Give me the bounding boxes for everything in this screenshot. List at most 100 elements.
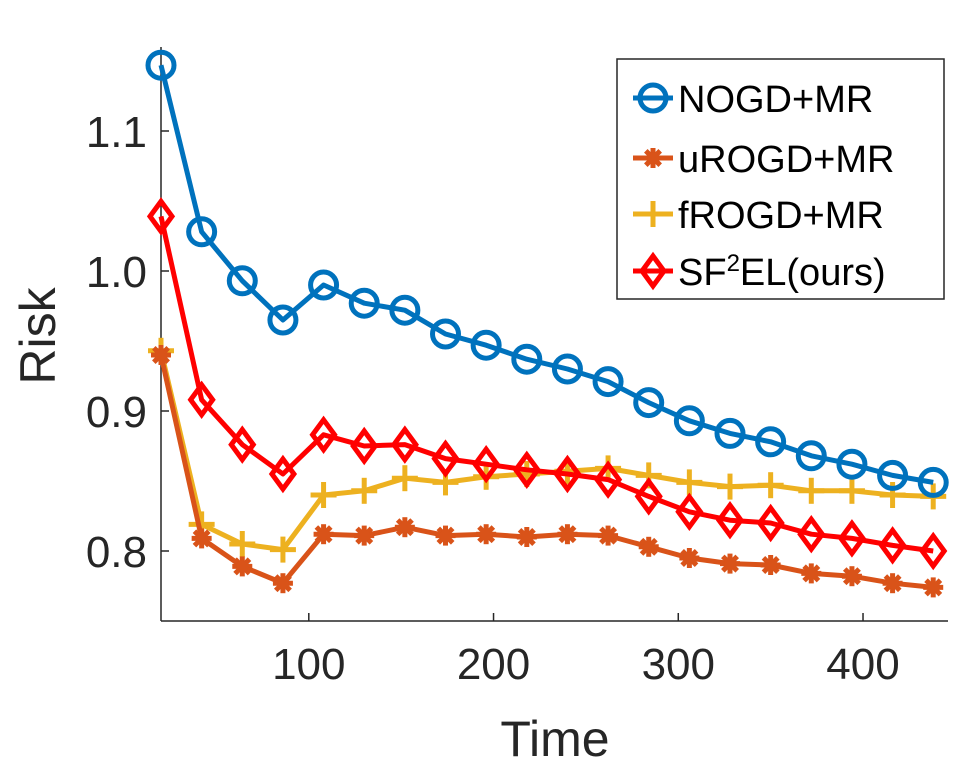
series-line [158,350,934,553]
legend-entry: uROGD+MR [633,139,894,181]
data-point [923,577,944,598]
data-point [350,426,379,466]
data-point [836,448,868,480]
series-1 [151,345,944,598]
data-point [151,345,171,365]
data-point [310,482,337,508]
data-point [145,49,177,81]
series-2 [148,337,947,563]
data-point [634,477,663,516]
x-tick-label: 200 [457,640,530,689]
data-point [593,460,623,499]
data-point [673,405,705,437]
series-layer [145,49,949,598]
data-point [348,287,380,319]
data-point [269,536,296,563]
data-point [598,525,619,546]
data-point [633,387,665,419]
data-point [354,525,375,546]
data-point [191,528,212,549]
data-point [757,472,784,499]
data-point [390,425,419,464]
data-point [389,294,421,326]
series-line [158,64,934,485]
legend: NOGD+MR uROGD+MR fROGD+MR SF2EL(ours) [616,58,945,300]
data-point [512,450,541,490]
legend-label: fROGD+MR [678,195,884,237]
x-axis-label: Time [500,711,609,767]
legend-marker [638,251,668,291]
series-0 [145,49,949,498]
data-point [186,216,218,248]
data-point [272,573,293,594]
x-tick-label: 100 [272,640,345,689]
data-point [755,426,787,458]
x-tick-label: 400 [826,640,899,689]
data-point [882,573,903,594]
data-point [551,353,583,385]
data-point [638,536,659,557]
legend-entry: fROGD+MR [633,195,884,237]
data-point [801,563,822,584]
data-point [268,454,298,494]
data-point [795,440,827,472]
y-tick-label: 0.9 [86,388,147,437]
data-point [476,524,497,545]
series-3 [146,197,948,571]
y-tick-label: 1.1 [86,108,147,157]
data-point [313,524,334,545]
data-point [592,366,624,398]
data-point [557,524,578,545]
legend-label: SF2EL(ours) [678,250,886,294]
tick-labels: 100 200 300 400 0.8 0.9 1.0 1.1 [86,108,900,689]
data-point [877,459,909,491]
data-point [435,525,456,546]
data-point [472,444,501,484]
data-point [838,477,865,504]
data-point [146,197,176,236]
data-point [720,553,741,574]
data-point [837,519,867,558]
data-point [760,555,781,575]
legend-label: NOGD+MR [678,79,873,121]
data-point [470,329,502,361]
data-point [797,514,826,554]
data-point [553,454,582,494]
data-point [798,477,825,504]
data-point [232,556,253,577]
data-point [309,415,338,455]
legend-marker [640,201,666,227]
data-point [919,531,948,571]
data-point [717,473,744,500]
legend-label: uROGD+MR [678,139,894,181]
data-point [715,500,745,540]
data-point [229,531,256,557]
x-tick-label: 300 [642,640,715,689]
data-point [917,466,949,498]
data-point [756,503,785,543]
data-point [394,517,415,538]
legend-marker [637,82,669,114]
y-axis-label: Risk [10,286,66,384]
axes [160,47,948,622]
data-point [516,527,537,547]
data-point [351,477,378,504]
data-point [841,566,862,587]
y-tick-label: 1.0 [86,248,147,297]
legend-marker [643,148,663,168]
data-point [226,265,258,297]
data-point [391,465,418,492]
legend-entry: NOGD+MR [633,79,873,121]
data-point [675,492,704,532]
data-point [679,548,700,568]
data-point [431,439,460,478]
data-point [187,380,216,420]
data-point [267,304,299,336]
data-point [228,425,257,464]
data-point [308,269,340,301]
data-point [430,318,462,350]
data-point [676,469,703,496]
data-point [511,343,543,375]
data-point [878,526,907,565]
